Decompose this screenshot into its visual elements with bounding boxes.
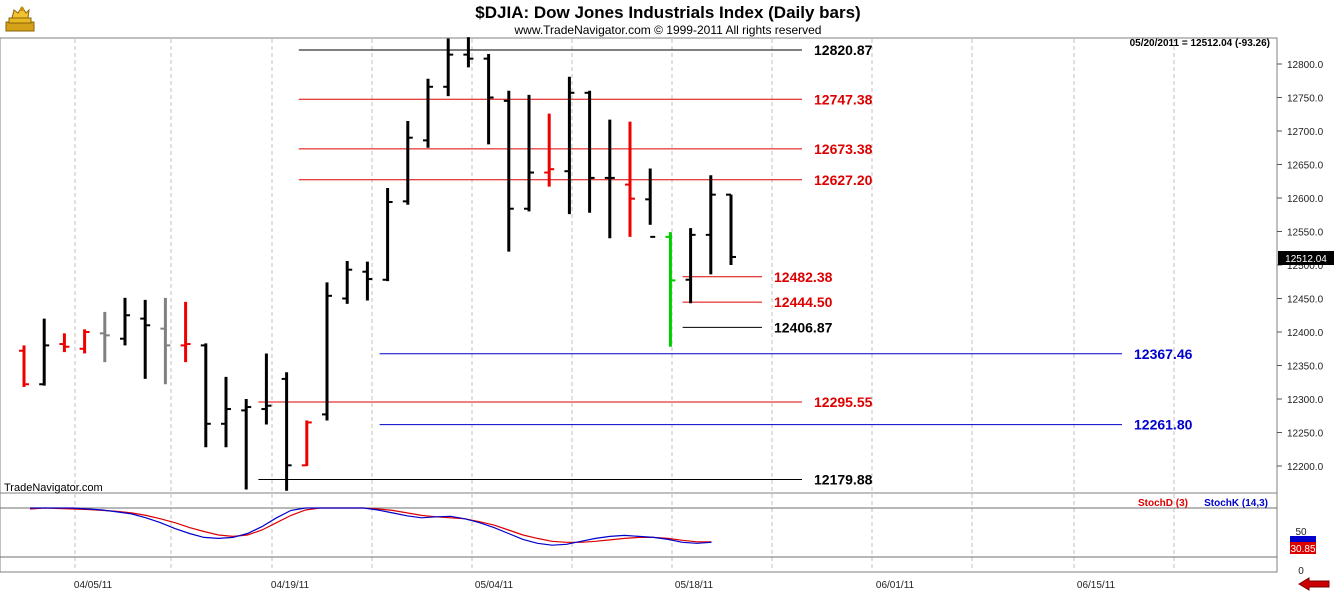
price-bar bbox=[261, 353, 272, 425]
price-bar bbox=[443, 38, 454, 97]
price-tick-label: 12500.0 bbox=[1287, 261, 1324, 272]
price-bar bbox=[200, 343, 211, 448]
price-tick-label: 12800.0 bbox=[1287, 60, 1324, 71]
price-bar bbox=[39, 318, 50, 386]
price-bar bbox=[342, 260, 353, 304]
price-tick-label: 12550.0 bbox=[1287, 228, 1324, 239]
price-bar bbox=[625, 121, 635, 237]
price-bar bbox=[362, 261, 373, 301]
date-tick-label: 06/01/11 bbox=[876, 580, 915, 591]
price-tick-label: 12700.0 bbox=[1287, 127, 1324, 138]
level-label: 12406.87 bbox=[774, 319, 833, 335]
level-lines: 12820.87 12747.38 12673.38 12627.20 12482.38… bbox=[258, 42, 1193, 487]
price-tick-label: 12200.0 bbox=[1287, 462, 1324, 473]
price-bars bbox=[19, 37, 736, 491]
price-bar bbox=[665, 232, 676, 347]
price-bar bbox=[241, 399, 252, 490]
date-tick-label: 05/04/11 bbox=[475, 580, 514, 591]
price-bar bbox=[483, 53, 494, 145]
scroll-left-arrow-icon[interactable] bbox=[1298, 577, 1330, 591]
price-bar bbox=[301, 420, 312, 467]
price-bar bbox=[160, 297, 171, 385]
price-bar bbox=[726, 193, 736, 265]
stoch-k-badge bbox=[1290, 536, 1316, 544]
price-bar bbox=[99, 311, 110, 363]
price-axis: 12800.0 12750.0 12700.0 12650.0 12600.0 12550… bbox=[1277, 60, 1324, 473]
last-price-label: 12512.04 bbox=[1285, 254, 1327, 265]
stoch-d-legend: StochD (3) bbox=[1138, 498, 1188, 509]
price-readout: 05/20/2011 = 12512.04 (-93.26) bbox=[1130, 38, 1270, 49]
date-tick-label: 04/19/11 bbox=[271, 580, 310, 591]
date-tick-label: 06/15/11 bbox=[1077, 580, 1116, 591]
copyright-text: www.TradeNavigator.com © 1999-2011 All r… bbox=[514, 23, 822, 37]
level-label: 12627.20 bbox=[814, 172, 873, 188]
price-bar bbox=[544, 113, 555, 187]
stoch-k-legend: StochK (14,3) bbox=[1204, 498, 1268, 509]
price-bar bbox=[463, 37, 474, 68]
stoch-k-line bbox=[30, 507, 712, 546]
price-bar bbox=[281, 372, 292, 491]
price-bar bbox=[524, 94, 534, 212]
date-tick-label: 05/18/11 bbox=[675, 580, 714, 591]
stochastics-lines bbox=[29, 507, 712, 546]
price-tick-label: 12400.0 bbox=[1287, 328, 1324, 339]
level-label: 12482.38 bbox=[774, 269, 833, 285]
stoch-tick-0: 0 bbox=[1298, 566, 1304, 577]
level-label: 12295.55 bbox=[814, 394, 873, 410]
level-label: 12367.46 bbox=[1134, 346, 1193, 362]
stoch-panel-frame bbox=[0, 492, 1278, 573]
price-panel-frame bbox=[0, 37, 1278, 494]
price-bar bbox=[645, 168, 656, 238]
price-bar bbox=[180, 301, 191, 363]
date-tick-label: 04/05/11 bbox=[74, 580, 113, 591]
level-label: 12747.38 bbox=[814, 91, 873, 107]
level-label: 12179.88 bbox=[814, 471, 873, 487]
level-label: 12820.87 bbox=[814, 42, 873, 58]
stoch-d-badge-label: 30.85 bbox=[1290, 544, 1315, 555]
brand-text: TradeNavigator.com bbox=[4, 482, 103, 494]
golden-bull-icon bbox=[5, 6, 35, 32]
stoch-tick-50: 50 bbox=[1295, 527, 1307, 538]
price-bar bbox=[382, 187, 393, 282]
price-bar bbox=[423, 78, 433, 148]
price-bar bbox=[322, 282, 332, 421]
price-bar bbox=[79, 329, 90, 354]
price-bar bbox=[59, 333, 70, 353]
price-bar bbox=[604, 119, 615, 239]
price-bar bbox=[120, 297, 130, 346]
date-axis: 04/05/11 04/19/11 05/04/11 05/18/11 06/01/11… bbox=[74, 580, 1116, 591]
vertical-gridlines bbox=[74, 39, 1175, 572]
price-bar bbox=[584, 90, 595, 213]
chart-title: $DJIA: Dow Jones Industrials Index (Dail… bbox=[475, 3, 860, 22]
level-label: 12261.80 bbox=[1134, 417, 1193, 433]
price-tick-label: 12450.0 bbox=[1287, 295, 1324, 306]
price-bar bbox=[564, 76, 575, 215]
price-bar bbox=[402, 120, 413, 205]
price-bar bbox=[19, 345, 29, 387]
level-label: 12444.50 bbox=[774, 294, 833, 310]
price-bar bbox=[685, 228, 696, 304]
stoch-d-badge bbox=[1290, 542, 1316, 554]
level-label: 12673.38 bbox=[814, 141, 873, 157]
price-tick-label: 12350.0 bbox=[1287, 362, 1324, 373]
price-bar bbox=[140, 299, 151, 379]
price-tick-label: 12750.0 bbox=[1287, 94, 1324, 105]
price-bar bbox=[221, 376, 231, 448]
last-price-badge bbox=[1278, 251, 1334, 265]
price-bar bbox=[503, 90, 514, 252]
price-tick-label: 12600.0 bbox=[1287, 194, 1324, 205]
price-bar bbox=[705, 175, 716, 275]
price-tick-label: 12300.0 bbox=[1287, 395, 1324, 406]
price-tick-label: 12250.0 bbox=[1287, 429, 1324, 440]
price-tick-label: 12650.0 bbox=[1287, 161, 1324, 172]
